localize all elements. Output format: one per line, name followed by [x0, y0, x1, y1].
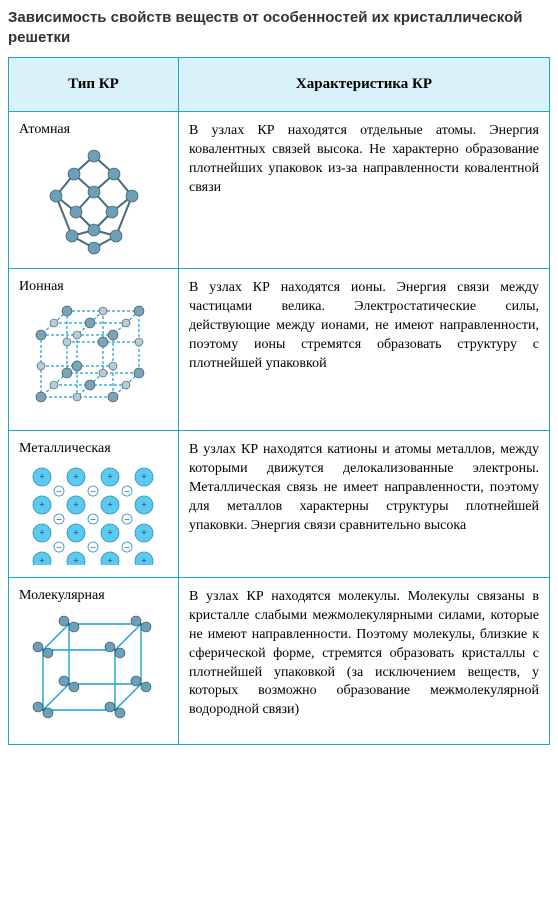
- table-row: Металлическая + + + + + + + + +: [9, 431, 550, 578]
- svg-text:+: +: [141, 499, 146, 509]
- svg-text:–: –: [56, 541, 61, 551]
- svg-text:+: +: [73, 471, 78, 481]
- svg-text:+: +: [73, 555, 78, 565]
- molecular-lattice-diagram: [29, 612, 159, 732]
- svg-text:+: +: [141, 555, 146, 565]
- svg-text:+: +: [107, 527, 112, 537]
- header-char: Характеристика КР: [179, 58, 550, 112]
- header-type: Тип КР: [9, 58, 179, 112]
- svg-text:+: +: [39, 527, 44, 537]
- ionic-lattice-diagram: [29, 303, 159, 418]
- metallic-lattice-diagram: + + + + + + + + + + + + + + +: [24, 465, 164, 565]
- svg-text:+: +: [39, 555, 44, 565]
- type-desc: В узлах КР находятся катионы и атомы мет…: [179, 431, 550, 578]
- svg-text:–: –: [56, 513, 61, 523]
- svg-text:+: +: [39, 499, 44, 509]
- svg-text:+: +: [141, 471, 146, 481]
- svg-text:+: +: [73, 527, 78, 537]
- table-row: Ионная: [9, 269, 550, 431]
- lattice-table: Тип КР Характеристика КР Атомная: [8, 57, 550, 745]
- svg-text:–: –: [90, 541, 95, 551]
- atomic-lattice-diagram: [34, 146, 154, 256]
- svg-text:+: +: [107, 555, 112, 565]
- svg-text:–: –: [90, 513, 95, 523]
- table-row: Атомная: [9, 112, 550, 269]
- svg-text:+: +: [39, 471, 44, 481]
- svg-text:+: +: [141, 527, 146, 537]
- svg-text:–: –: [124, 541, 129, 551]
- svg-text:–: –: [56, 485, 61, 495]
- type-name: Атомная: [19, 122, 168, 138]
- svg-text:+: +: [107, 499, 112, 509]
- type-desc: В узлах КР находятся молекулы. Молекулы …: [179, 578, 550, 745]
- svg-text:–: –: [124, 485, 129, 495]
- svg-text:+: +: [107, 471, 112, 481]
- type-desc: В узлах КР находятся ионы. Энергия связи…: [179, 269, 550, 431]
- type-name: Металлическая: [19, 441, 168, 457]
- type-name: Ионная: [19, 279, 168, 295]
- svg-text:–: –: [90, 485, 95, 495]
- type-name: Молекулярная: [19, 588, 168, 604]
- page-title: Зависимость свойств веществ от особеннос…: [8, 8, 550, 47]
- svg-text:–: –: [124, 513, 129, 523]
- svg-text:+: +: [73, 499, 78, 509]
- table-row: Молекулярная: [9, 578, 550, 745]
- type-desc: В узлах КР находятся отдельные атомы. Эн…: [179, 112, 550, 269]
